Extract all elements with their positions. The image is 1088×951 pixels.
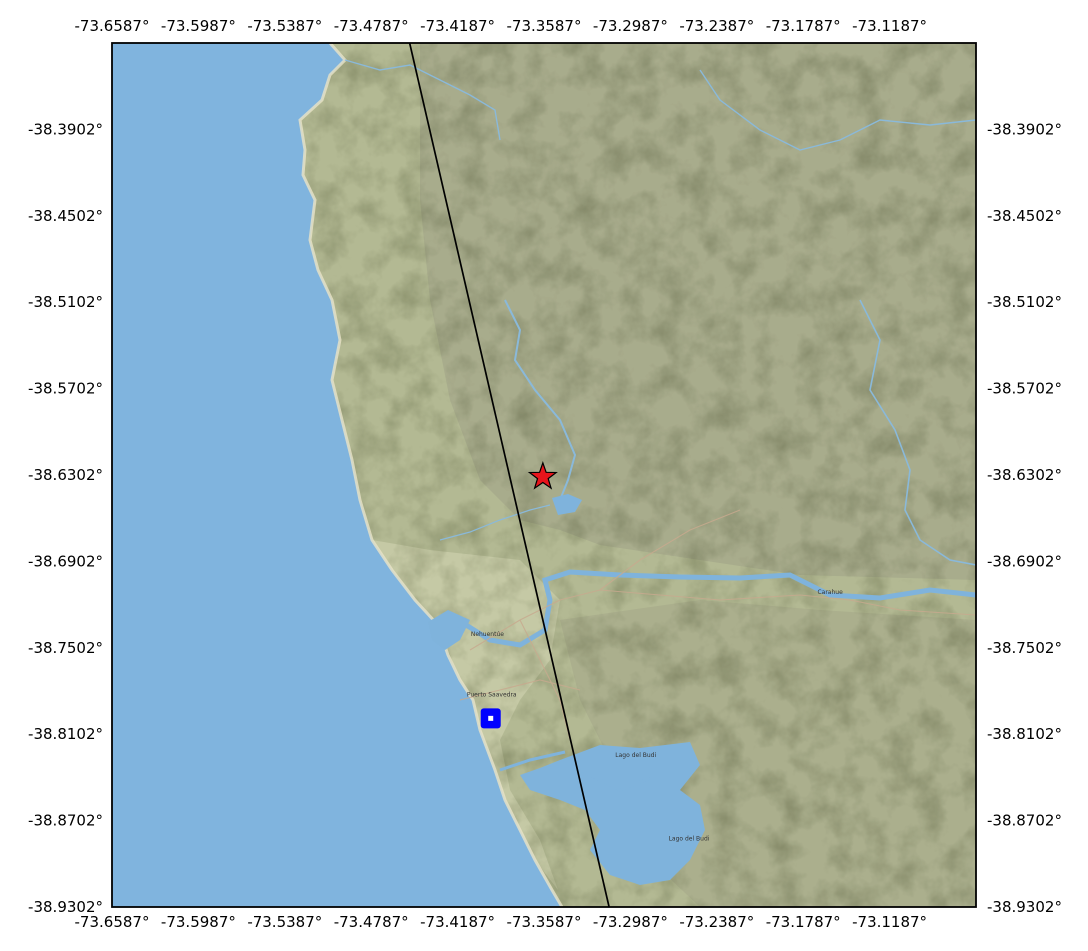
- bottom-longitude-label: -73.1787°: [766, 913, 841, 931]
- bottom-longitude-label: -73.2987°: [593, 913, 668, 931]
- right-latitude-label: -38.9302°: [987, 898, 1062, 916]
- top-longitude-label: -73.4787°: [334, 17, 409, 35]
- map-area[interactable]: Carahue Nehuentúe Puerto Saavedra Lago del …: [112, 43, 976, 907]
- top-longitude-label: -73.4187°: [420, 17, 495, 35]
- top-longitude-label: -73.5987°: [161, 17, 236, 35]
- right-latitude-label: -38.8102°: [987, 725, 1062, 743]
- lagoon: [552, 494, 582, 515]
- place-label: Nehuentúe: [471, 631, 504, 638]
- top-longitude-label: -73.6587°: [75, 17, 150, 35]
- place-label: Puerto Saavedra: [467, 691, 517, 698]
- top-longitude-label: -73.1187°: [852, 17, 927, 35]
- right-latitude-label: -38.4502°: [987, 207, 1062, 225]
- right-latitude-label: -38.5702°: [987, 380, 1062, 398]
- right-latitude-label: -38.7502°: [987, 639, 1062, 657]
- left-latitude-label: -38.5702°: [28, 380, 103, 398]
- top-axis-labels: -73.6587° -73.5987° -73.5387° -73.4787° -73.…: [75, 17, 928, 35]
- bottom-axis-labels: -73.6587° -73.5987° -73.5387° -73.4787° -73.…: [75, 913, 928, 931]
- bottom-longitude-label: -73.4187°: [420, 913, 495, 931]
- place-label: Carahue: [817, 589, 843, 596]
- right-latitude-label: -38.3902°: [987, 120, 1062, 138]
- epicenter-star[interactable]: [527, 461, 558, 490]
- right-latitude-label: -38.6902°: [987, 552, 1062, 570]
- river-northeast: [699, 69, 976, 151]
- bottom-longitude-label: -73.1187°: [852, 913, 927, 931]
- right-latitude-label: -38.8702°: [987, 812, 1062, 830]
- bottom-longitude-label: -73.5987°: [161, 913, 236, 931]
- lake-budi: [520, 742, 705, 885]
- bottom-longitude-label: -73.5387°: [247, 913, 322, 931]
- bottom-longitude-label: -73.2387°: [679, 913, 754, 931]
- bottom-longitude-label: -73.3587°: [507, 913, 582, 931]
- left-latitude-label: -38.6902°: [28, 552, 103, 570]
- road-network: [459, 509, 976, 741]
- bottom-longitude-label: -73.4787°: [334, 913, 409, 931]
- top-longitude-label: -73.5387°: [247, 17, 322, 35]
- ocean-overlay: [112, 43, 562, 907]
- place-label: Lago del Budi: [615, 752, 656, 759]
- left-latitude-label: -38.3902°: [28, 120, 103, 138]
- river-west: [344, 59, 501, 141]
- top-longitude-label: -73.3587°: [507, 17, 582, 35]
- left-latitude-label: -38.8102°: [28, 725, 103, 743]
- right-axis-labels: -38.3902° -38.4502° -38.5102° -38.5702° -38.…: [987, 120, 1062, 916]
- profile-line: [408, 43, 610, 907]
- bottom-longitude-label: -73.6587°: [75, 913, 150, 931]
- lake-budi-arm: [499, 750, 651, 792]
- right-latitude-label: -38.5102°: [987, 293, 1062, 311]
- left-latitude-label: -38.6302°: [28, 466, 103, 484]
- river-north: [504, 299, 577, 501]
- place-label: Lago del Budi: [669, 835, 710, 842]
- left-latitude-label: -38.9302°: [28, 898, 103, 916]
- coastline: [298, 43, 564, 907]
- station-square-center: [488, 715, 494, 721]
- place-labels: Carahue Nehuentúe Puerto Saavedra Lago del …: [467, 589, 843, 842]
- right-latitude-label: -38.6302°: [987, 466, 1062, 484]
- left-latitude-label: -38.4502°: [28, 207, 103, 225]
- left-latitude-label: -38.8702°: [28, 812, 103, 830]
- station-marker[interactable]: [480, 708, 501, 729]
- creek: [439, 504, 551, 541]
- estuary: [428, 610, 470, 650]
- top-longitude-label: -73.2987°: [593, 17, 668, 35]
- top-longitude-label: -73.1787°: [766, 17, 841, 35]
- left-latitude-label: -38.7502°: [28, 639, 103, 657]
- river-east: [859, 299, 976, 566]
- left-axis-labels: -38.3902° -38.4502° -38.5102° -38.5702° -38.…: [28, 120, 103, 916]
- top-longitude-label: -73.2387°: [679, 17, 754, 35]
- map-frame: [111, 42, 977, 908]
- left-latitude-label: -38.5102°: [28, 293, 103, 311]
